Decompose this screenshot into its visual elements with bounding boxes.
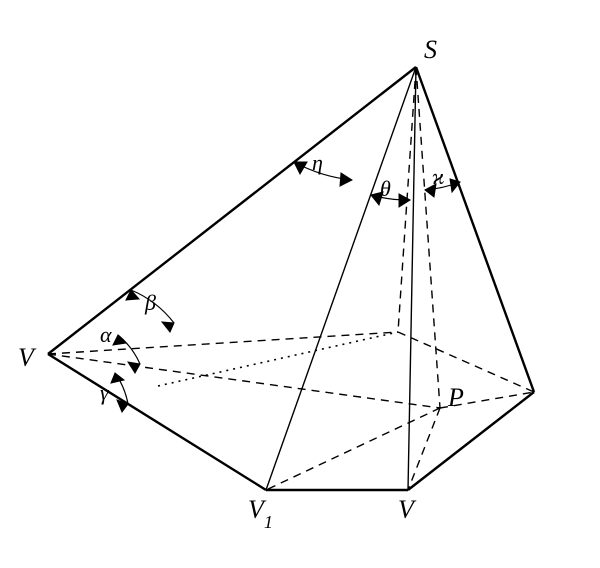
hidden-edges xyxy=(48,67,534,490)
label-eta: η xyxy=(312,150,323,175)
label-gamma: γ xyxy=(100,380,110,405)
label-beta: β xyxy=(144,290,156,315)
outer-edges xyxy=(48,67,534,490)
point-labels: S V V1 V P xyxy=(18,35,464,532)
label-V-right: V xyxy=(398,495,417,524)
angle-labels: α β γ η θ ϰ xyxy=(100,150,444,405)
geometry-diagram: S V V1 V P α β γ η θ ϰ xyxy=(0,0,600,568)
label-P: P xyxy=(447,383,464,412)
label-V1: V1 xyxy=(248,495,273,532)
ridge-edges xyxy=(266,67,416,490)
label-theta: θ xyxy=(380,176,391,201)
angle-arcs-V xyxy=(111,290,174,412)
label-S: S xyxy=(424,35,437,64)
label-alpha: α xyxy=(100,322,112,347)
label-kappa: ϰ xyxy=(432,164,444,189)
label-V-left: V xyxy=(18,343,37,372)
